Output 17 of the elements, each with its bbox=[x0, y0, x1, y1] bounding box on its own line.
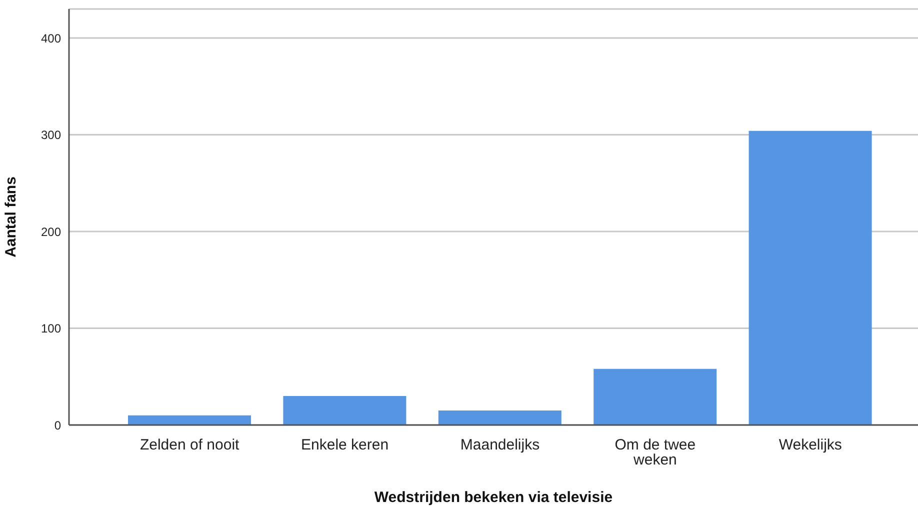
y-tick-label: 0 bbox=[54, 418, 62, 432]
x-tick-label: Zelden of nooit bbox=[140, 436, 240, 454]
bar bbox=[748, 130, 872, 425]
bar bbox=[283, 396, 406, 425]
y-axis-title: Aantal fans bbox=[2, 176, 20, 258]
y-tick-label: 300 bbox=[40, 128, 62, 142]
bar bbox=[128, 415, 251, 425]
y-tick-label: 100 bbox=[40, 322, 62, 336]
x-tick-label: Maandelijks bbox=[460, 436, 540, 454]
x-tick-label: Enkele keren bbox=[301, 436, 389, 454]
x-tick-label: Om de twee weken bbox=[614, 436, 696, 469]
y-tick-label: 200 bbox=[40, 224, 62, 239]
y-tick-label: 400 bbox=[40, 31, 62, 46]
bar bbox=[438, 410, 562, 425]
bar bbox=[594, 368, 717, 425]
x-tick-label: Wekelijks bbox=[778, 436, 842, 454]
x-axis-title: Wedstrijden bekeken via televisie bbox=[374, 489, 613, 506]
